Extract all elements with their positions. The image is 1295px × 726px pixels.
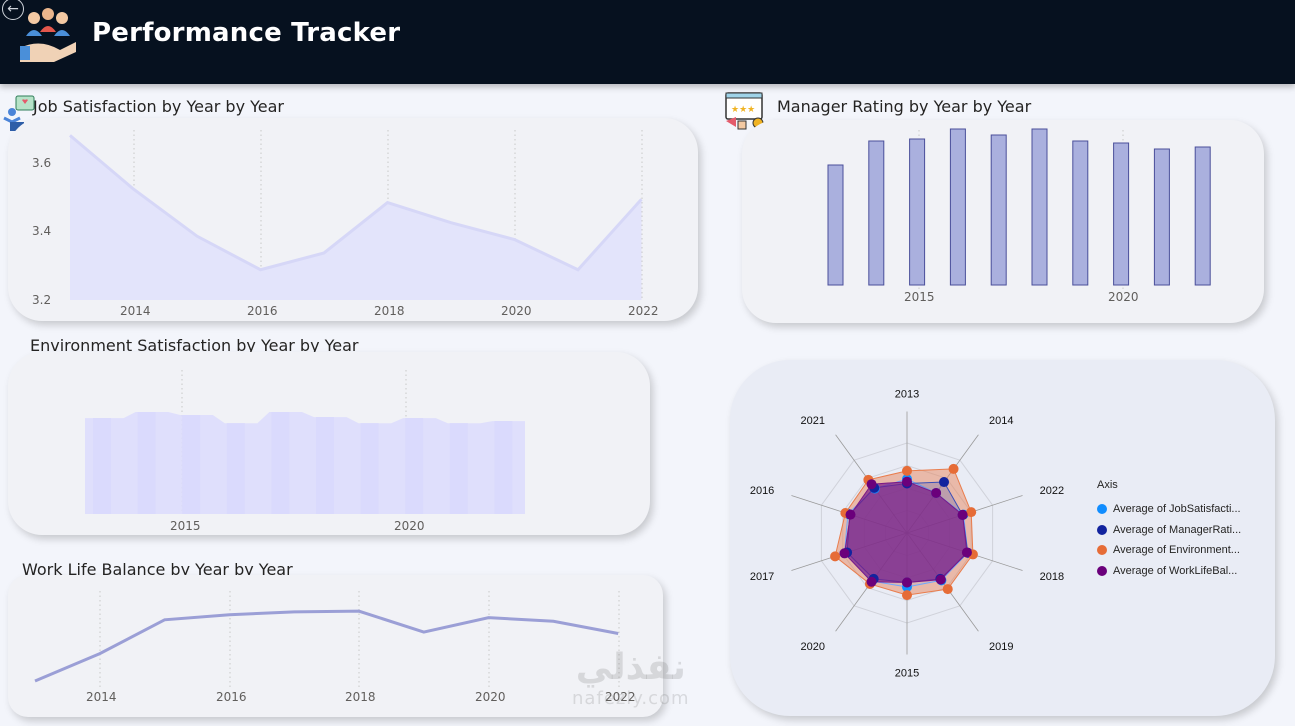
legend-item-manager-rating[interactable]: Average of ManagerRati...: [1097, 520, 1241, 541]
manager-rating-title: Manager Rating by Year by Year: [777, 97, 1032, 116]
x-tick-2016: 2016: [216, 690, 247, 704]
x-tick-2015: 2015: [904, 290, 935, 304]
radar-legend: Axis Average of JobSatisfacti... Average…: [1097, 479, 1241, 581]
legend-item-environment-satisfaction[interactable]: Average of Environment...: [1097, 540, 1241, 561]
radar-axis-label: 2015: [895, 668, 919, 680]
bar-2017: [990, 134, 1007, 286]
environment-satisfaction-area: [85, 412, 525, 514]
x-tick-2014: 2014: [120, 304, 151, 318]
bar-2015: [909, 138, 926, 286]
x-tick-2020: 2020: [1108, 290, 1139, 304]
x-tick-2022: 2022: [605, 690, 636, 704]
radar-axis-label: 2022: [1040, 485, 1064, 497]
radar-axis-label: 2017: [750, 571, 774, 583]
radar-point-2015: [902, 590, 912, 601]
legend-item-work-life-balance[interactable]: Average of WorkLifeBal...: [1097, 561, 1241, 582]
watermark-arabic: نفذلي: [575, 647, 686, 688]
job-satisfaction-area-chart: 3.6 3.4 3.2 2014 2016 2018 2020 2022: [32, 130, 659, 318]
rating-board-icon: ★★★: [725, 92, 764, 130]
x-tick-2016: 2016: [247, 304, 278, 318]
bar-2016: [949, 128, 966, 286]
job-satisfaction-area: [70, 135, 642, 300]
watermark-latin: nafezly.com: [572, 688, 690, 709]
radar-point-2017: [839, 548, 850, 559]
dashboard-title: Performance Tracker: [92, 18, 401, 48]
x-tick-2020: 2020: [501, 304, 532, 318]
radar-axis-label: 2018: [1040, 571, 1064, 583]
radar-point-2014: [931, 487, 942, 498]
work-life-balance-line-chart: 2014 2016 2018 2020 2022: [34, 591, 636, 704]
x-tick-2020: 2020: [394, 519, 425, 533]
x-tick-2022: 2022: [628, 304, 659, 318]
radar-point-2013: [902, 465, 912, 476]
radar-chart: 2013 2014 2022 2018 2019 2015 2020 2017 2016 2021: [750, 389, 1064, 680]
radar-point-2014: [939, 477, 950, 488]
environment-satisfaction-title: Environment Satisfaction by Year by Year: [30, 336, 359, 355]
radar-axis-label: 2019: [989, 641, 1013, 653]
svg-text:★★★: ★★★: [731, 105, 755, 115]
legend-dot-icon: [1097, 504, 1107, 515]
radar-axis-label: 2021: [801, 415, 825, 427]
y-tick-3-4: 3.4: [32, 224, 51, 238]
nafezly-watermark: نفذلي nafezly.com: [572, 647, 690, 710]
radar-point-2015: [902, 577, 912, 588]
legend-label: Average of WorkLifeBal...: [1113, 564, 1238, 577]
bar-2020: [1113, 142, 1130, 286]
radar-point-2016: [845, 509, 856, 520]
environment-satisfaction-card: 2015 2020: [8, 352, 650, 535]
back-arrow-icon[interactable]: ←: [2, 0, 24, 20]
work-life-balance-card: 2014 2016 2018 2020 2022: [8, 575, 663, 717]
radar-point-2020: [866, 576, 877, 587]
radar-point-2017: [830, 551, 841, 562]
job-satisfaction-line: [69, 134, 643, 272]
radar-axis-label: 2014: [989, 415, 1013, 427]
radar-point-2019: [942, 584, 953, 595]
legend-dot-icon: [1097, 545, 1107, 556]
bar-2022: [1194, 146, 1211, 286]
y-tick-3-2: 3.2: [32, 293, 51, 307]
x-tick-2020: 2020: [475, 690, 506, 704]
job-satisfaction-card: 3.6 3.4 3.2 2014 2016 2018 2020 2022: [8, 118, 698, 321]
radar-chart-card: 2013 2014 2022 2018 2019 2015 2020 2017 2016 2021: [730, 360, 1275, 716]
job-satisfaction-title: Job Satisfaction by Year by Year: [33, 97, 284, 116]
satisfaction-survey-icon: [3, 95, 35, 131]
radar-point-2018: [961, 547, 972, 558]
radar-point-2019: [935, 574, 946, 585]
legend-dot-icon: [1097, 524, 1107, 535]
manager-rating-card: 2015 2020: [742, 120, 1264, 323]
x-tick-2018: 2018: [374, 304, 405, 318]
team-presentation-icon: [20, 8, 76, 62]
y-tick-3-6: 3.6: [32, 156, 51, 170]
x-tick-2018: 2018: [345, 690, 376, 704]
bar-2013: [827, 164, 844, 286]
legend-title: Axis: [1097, 479, 1118, 491]
radar-point-2021: [866, 479, 877, 490]
legend-label: Average of JobSatisfacti...: [1113, 503, 1241, 516]
radar-point-2022: [957, 509, 968, 520]
radar-point-2014: [948, 463, 959, 474]
environment-satisfaction-chart: 2015 2020: [85, 370, 525, 533]
legend-label: Average of Environment...: [1113, 544, 1240, 557]
legend-label: Average of ManagerRati...: [1113, 523, 1242, 536]
manager-rating-bar-chart: 2015 2020: [827, 128, 1211, 304]
bar-2021: [1153, 148, 1170, 286]
radar-point-2022: [966, 507, 977, 518]
x-tick-2015: 2015: [170, 519, 201, 533]
bar-2019: [1072, 140, 1089, 286]
x-tick-2014: 2014: [86, 690, 117, 704]
radar-axis-label: 2020: [801, 641, 825, 653]
work-life-balance-title: Work Life Balance by Year by Year: [22, 560, 293, 579]
bar-2014: [868, 140, 885, 286]
work-life-balance-line: [34, 609, 619, 683]
radar-axis-label: 2013: [895, 389, 919, 401]
header-bar: ← Performance Tracker: [0, 0, 1295, 84]
legend-item-job-satisfaction[interactable]: Average of JobSatisfacti...: [1097, 499, 1241, 520]
bar-2018: [1031, 128, 1048, 286]
legend-dot-icon: [1097, 565, 1107, 576]
radar-axis-label: 2016: [750, 485, 774, 497]
radar-point-2013: [902, 476, 912, 487]
